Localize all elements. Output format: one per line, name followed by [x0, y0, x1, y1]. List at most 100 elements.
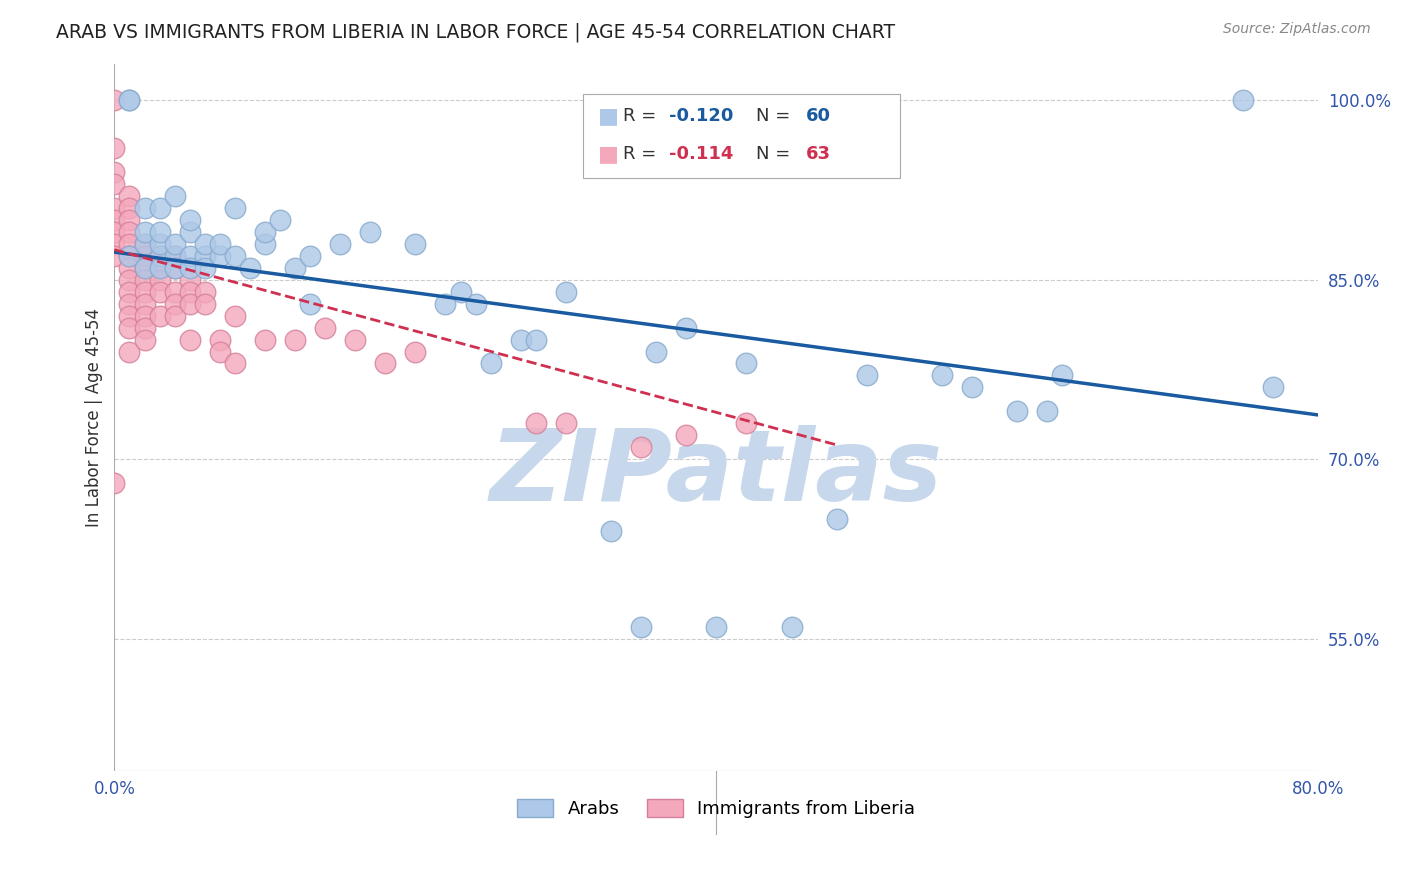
Point	[524, 333, 547, 347]
Point	[163, 189, 186, 203]
Point	[208, 333, 231, 347]
Point	[253, 236, 276, 251]
Point	[148, 225, 170, 239]
Point	[163, 260, 186, 275]
Point	[1232, 93, 1254, 107]
Point	[148, 260, 170, 275]
Text: N =: N =	[756, 145, 796, 163]
Point	[134, 225, 156, 239]
Point	[600, 524, 623, 538]
Point	[134, 333, 156, 347]
Point	[118, 249, 141, 263]
Point	[103, 225, 125, 239]
Point	[960, 380, 983, 394]
Point	[450, 285, 472, 299]
Point	[118, 93, 141, 107]
Point	[148, 236, 170, 251]
Point	[856, 368, 879, 383]
Point	[148, 260, 170, 275]
Point	[134, 260, 156, 275]
Point	[134, 236, 156, 251]
Point	[434, 296, 457, 310]
Point	[118, 296, 141, 310]
Point	[118, 189, 141, 203]
Point	[630, 620, 652, 634]
Point	[284, 260, 307, 275]
Point	[675, 320, 697, 334]
Point	[269, 212, 291, 227]
Legend: Arabs, Immigrants from Liberia: Arabs, Immigrants from Liberia	[510, 791, 922, 825]
Point	[464, 296, 486, 310]
Point	[194, 296, 217, 310]
Point	[118, 236, 141, 251]
Point	[554, 417, 576, 431]
Point	[134, 285, 156, 299]
Text: -0.114: -0.114	[669, 145, 734, 163]
Point	[780, 620, 803, 634]
Point	[148, 249, 170, 263]
Point	[134, 273, 156, 287]
Point	[163, 249, 186, 263]
Point	[404, 344, 426, 359]
Point	[103, 212, 125, 227]
Point	[554, 285, 576, 299]
Point	[134, 260, 156, 275]
Point	[344, 333, 367, 347]
Point	[194, 249, 217, 263]
Point	[103, 177, 125, 191]
Text: ■: ■	[598, 106, 619, 126]
Point	[645, 344, 668, 359]
Point	[134, 320, 156, 334]
Point	[163, 236, 186, 251]
Point	[103, 165, 125, 179]
Point	[253, 333, 276, 347]
Text: R =: R =	[623, 145, 662, 163]
Text: R =: R =	[623, 107, 662, 125]
Point	[103, 236, 125, 251]
Point	[284, 333, 307, 347]
Point	[299, 296, 322, 310]
Point	[148, 273, 170, 287]
Point	[163, 285, 186, 299]
Point	[359, 225, 381, 239]
Point	[1261, 380, 1284, 394]
Point	[163, 309, 186, 323]
Point	[208, 236, 231, 251]
Point	[148, 285, 170, 299]
Point	[163, 296, 186, 310]
Point	[931, 368, 953, 383]
Point	[118, 225, 141, 239]
Point	[179, 249, 201, 263]
Point	[118, 93, 141, 107]
Text: -0.120: -0.120	[669, 107, 734, 125]
Text: 63: 63	[806, 145, 831, 163]
Point	[163, 249, 186, 263]
Point	[118, 260, 141, 275]
Point	[314, 320, 336, 334]
Point	[194, 285, 217, 299]
Point	[253, 225, 276, 239]
Point	[134, 236, 156, 251]
Point	[103, 249, 125, 263]
Point	[148, 309, 170, 323]
Point	[118, 201, 141, 215]
Point	[118, 249, 141, 263]
Point	[675, 428, 697, 442]
Point	[194, 236, 217, 251]
Point	[118, 212, 141, 227]
Point	[179, 273, 201, 287]
Point	[735, 417, 758, 431]
Point	[509, 333, 531, 347]
Point	[208, 344, 231, 359]
Point	[179, 285, 201, 299]
Text: 60: 60	[806, 107, 831, 125]
Point	[118, 309, 141, 323]
Point	[163, 260, 186, 275]
Point	[148, 201, 170, 215]
Point	[329, 236, 352, 251]
Point	[224, 201, 246, 215]
Point	[179, 296, 201, 310]
Point	[148, 249, 170, 263]
Point	[1036, 404, 1059, 418]
Point	[524, 417, 547, 431]
